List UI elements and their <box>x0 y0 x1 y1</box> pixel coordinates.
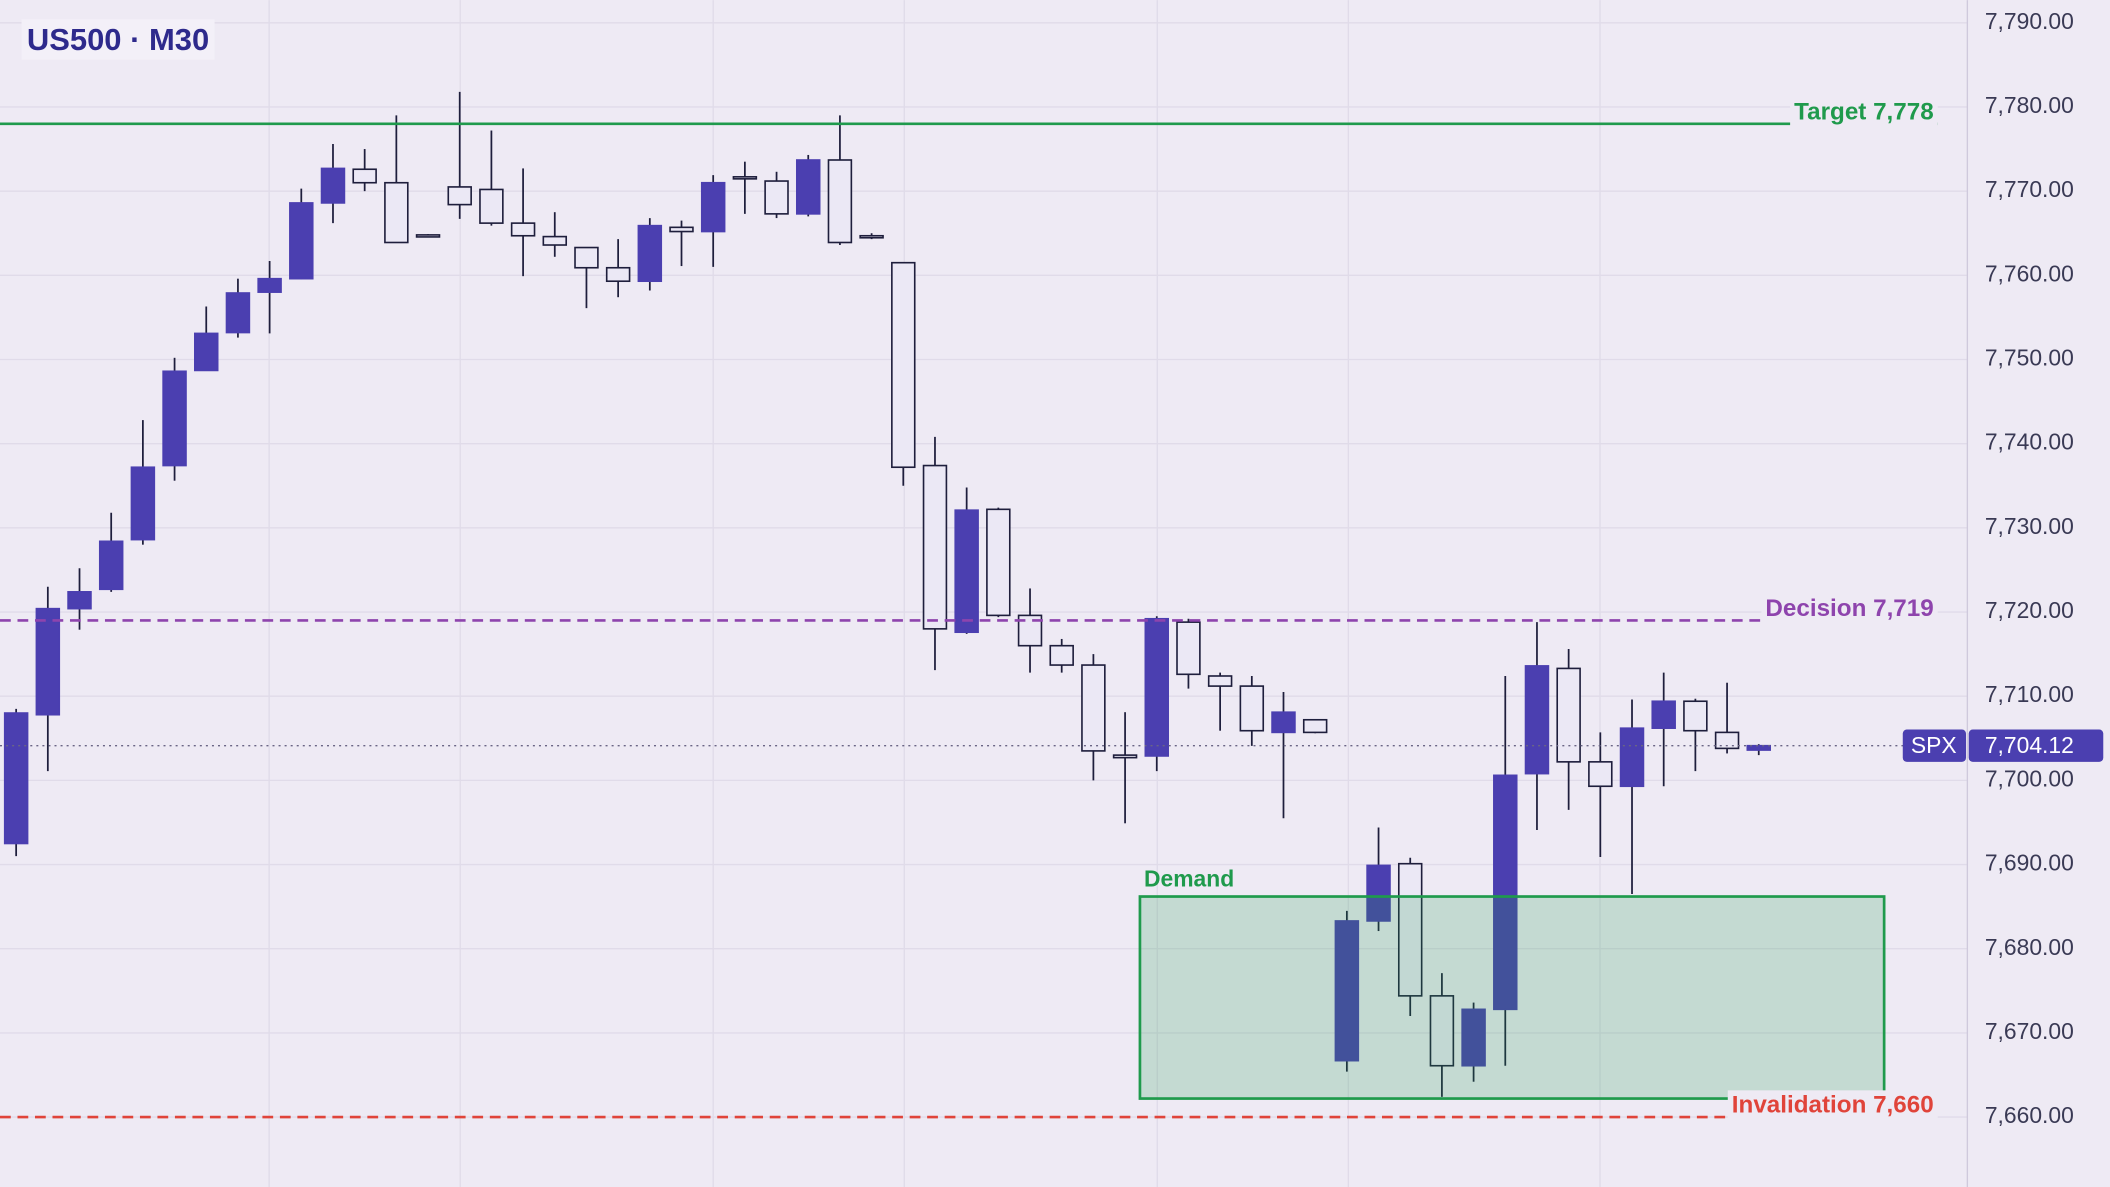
candle-body <box>1049 644 1074 666</box>
candle-body <box>1239 685 1265 732</box>
candle-body <box>954 509 979 634</box>
chart-title: US500 · M30 <box>27 22 209 57</box>
candle-body <box>1334 920 1360 1062</box>
candle-body <box>574 246 599 269</box>
candle-body <box>35 607 61 716</box>
candle-body <box>67 591 92 610</box>
y-tick-label: 7,730.00 <box>1985 513 2074 539</box>
candle-body <box>542 235 568 246</box>
candle-body <box>1651 700 1676 729</box>
candle-body <box>415 234 441 238</box>
y-tick-label: 7,750.00 <box>1985 345 2074 371</box>
candle-body <box>732 176 758 180</box>
candle-body <box>1271 711 1296 734</box>
level-label-bg <box>1790 97 1938 127</box>
candle-body <box>891 261 916 469</box>
y-tick-label: 7,720.00 <box>1985 597 2074 623</box>
candle-body <box>1493 774 1518 1011</box>
candle-body <box>605 266 631 283</box>
level-label: Invalidation 7,660 <box>1732 1092 1934 1119</box>
candle-body <box>320 167 346 204</box>
candle-body <box>669 226 694 233</box>
candle-body <box>1429 995 1455 1067</box>
y-tick-label: 7,700.00 <box>1985 765 2074 791</box>
candle-body <box>384 181 409 244</box>
candle-body <box>1461 1008 1486 1067</box>
demand-zone <box>1138 895 1886 1100</box>
candle-body <box>98 540 124 591</box>
candle-body <box>1302 718 1328 734</box>
candle-body <box>1588 761 1613 788</box>
y-tick-label: 7,690.00 <box>1985 850 2074 876</box>
candle-body <box>986 508 1011 617</box>
candle-body <box>479 188 504 224</box>
candle-body <box>1619 727 1645 788</box>
title-bg <box>21 19 215 60</box>
candle-body <box>637 224 663 283</box>
candle-body <box>1366 864 1391 922</box>
candle-body <box>130 466 156 541</box>
candle-body <box>1112 754 1138 759</box>
level-label-bg <box>1761 593 1938 624</box>
y-tick-label: 7,710.00 <box>1985 681 2074 707</box>
candle-body <box>1207 675 1233 687</box>
last-price-name: SPX <box>1911 732 1957 758</box>
y-tick-label: 7,680.00 <box>1985 934 2074 960</box>
candle-body <box>1524 665 1550 775</box>
level-label: Decision 7,719 <box>1765 595 1933 622</box>
candle-body <box>162 370 187 467</box>
last-price-box <box>1968 729 2104 762</box>
last-price-label: 7,704.12 <box>1985 732 2074 758</box>
candle-body <box>352 168 377 184</box>
candle-body <box>795 159 821 215</box>
candle-body <box>764 180 789 215</box>
y-tick-label: 7,780.00 <box>1985 92 2074 118</box>
y-tick-label: 7,760.00 <box>1985 260 2074 286</box>
candle-body <box>700 181 726 233</box>
candle-body <box>1556 667 1581 763</box>
candle-body <box>1144 617 1170 757</box>
level-label: Target 7,778 <box>1794 98 1934 125</box>
candle-body <box>859 234 884 239</box>
candle-body <box>1746 744 1771 751</box>
y-tick-label: 7,740.00 <box>1985 429 2074 455</box>
candle-body <box>194 332 219 372</box>
zone-label: Demand <box>1144 865 1234 891</box>
candle-body <box>447 186 472 206</box>
y-tick-label: 7,790.00 <box>1985 8 2074 34</box>
candle-body <box>289 202 314 280</box>
candle-body <box>510 222 536 237</box>
candle-body <box>1081 664 1106 752</box>
y-tick-label: 7,670.00 <box>1985 1018 2074 1044</box>
candle-body <box>1714 731 1740 750</box>
candle-body <box>225 292 251 334</box>
last-price-name-box <box>1902 729 1967 762</box>
candle-body <box>257 277 282 293</box>
candle-body <box>922 464 948 630</box>
candle-body <box>1683 700 1708 732</box>
level-label-bg <box>1727 1090 1938 1121</box>
y-tick-label: 7,770.00 <box>1985 176 2074 202</box>
y-tick-label: 7,660.00 <box>1985 1102 2074 1128</box>
candle-body <box>3 712 29 845</box>
candle-body <box>1017 614 1043 647</box>
candle-body <box>1176 621 1201 676</box>
candle-body <box>827 159 853 244</box>
